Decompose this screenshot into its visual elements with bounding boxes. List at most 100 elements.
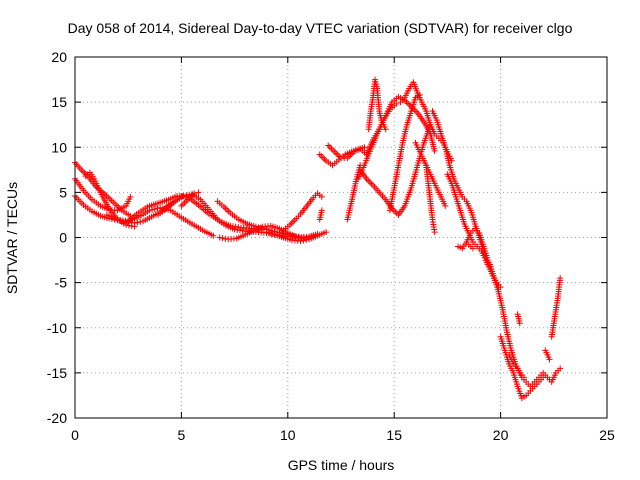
data-point: [268, 227, 275, 234]
data-point: [333, 150, 340, 157]
data-point: [288, 220, 295, 227]
data-point: [297, 238, 304, 245]
y-tick-label: 10: [51, 139, 67, 155]
data-point: [431, 147, 438, 154]
data-point: [361, 144, 368, 151]
data-point: [431, 229, 438, 236]
series-arc-27: [497, 333, 547, 402]
y-tick-label: 15: [51, 94, 67, 110]
data-point: [293, 233, 300, 240]
data-point: [195, 189, 202, 196]
data-point: [178, 202, 185, 209]
x-tick-label: 25: [599, 427, 615, 443]
data-point: [154, 205, 161, 212]
y-tick-label: -15: [47, 365, 67, 381]
data-point: [225, 208, 232, 215]
data-point: [318, 193, 325, 200]
data-point: [319, 154, 326, 161]
y-tick-label: -10: [47, 320, 67, 336]
data-point: [222, 205, 229, 212]
data-point: [442, 202, 449, 209]
series-arc-31: [548, 275, 564, 340]
x-tick-label: 10: [280, 427, 296, 443]
data-point: [131, 223, 138, 230]
data-point: [365, 177, 372, 184]
data-point: [325, 142, 332, 149]
data-point: [127, 193, 134, 200]
data-point: [368, 180, 375, 187]
series-arc-16: [355, 100, 400, 182]
data-point: [149, 206, 156, 213]
series-arc-17: [365, 76, 389, 133]
series-arc-22: [423, 162, 438, 236]
data-point: [393, 100, 400, 107]
data-point: [516, 320, 523, 327]
data-point: [224, 206, 231, 213]
data-point: [316, 151, 323, 158]
data-point: [191, 190, 198, 197]
data-point: [137, 218, 144, 225]
x-axis-label: GPS time / hours: [287, 457, 395, 473]
y-axis-label: SDTVAR / TECUs: [4, 181, 20, 295]
data-point: [290, 218, 297, 225]
data-point: [210, 232, 217, 239]
series-arc-21: [412, 139, 449, 209]
data-point: [216, 234, 223, 241]
data-point: [300, 237, 307, 244]
data-point: [326, 144, 333, 151]
data-point: [183, 198, 190, 205]
data-point: [219, 235, 226, 242]
series-arc-14: [325, 93, 438, 162]
chart-title: Day 058 of 2014, Sidereal Day-to-day VTE…: [67, 20, 573, 36]
data-point: [469, 245, 476, 252]
x-tick-label: 15: [386, 427, 402, 443]
y-tick-label: -5: [55, 275, 68, 291]
data-point: [331, 148, 338, 155]
data-points: [72, 76, 564, 402]
series-arc-08: [178, 189, 202, 209]
x-tick-label: 5: [178, 427, 186, 443]
data-point: [291, 217, 298, 224]
y-tick-label: 20: [51, 49, 67, 65]
series-arc-30: [542, 347, 553, 363]
data-point: [334, 151, 341, 158]
data-point: [336, 153, 343, 160]
grid-lines: [75, 57, 607, 418]
data-point: [557, 365, 564, 372]
data-point: [134, 219, 141, 226]
data-point: [330, 147, 337, 154]
data-point: [328, 145, 335, 152]
series-arc-19: [386, 91, 423, 214]
x-tick-label: 0: [71, 427, 79, 443]
series-arc-29: [514, 311, 523, 327]
series-arc-28: [506, 351, 564, 390]
series-arc-04: [82, 169, 138, 230]
data-point: [318, 207, 325, 214]
data-point: [366, 178, 373, 185]
data-point: [81, 169, 88, 176]
series-arc-02: [72, 175, 134, 214]
y-tick-label: 0: [59, 230, 67, 246]
data-point: [128, 223, 135, 230]
data-point: [222, 235, 229, 242]
axis-ticks: 0 5 10 15 20 25 -20 -15 -10 -5 0 5 10 15 20: [47, 49, 615, 443]
y-tick-label: -20: [47, 410, 67, 426]
data-point: [296, 234, 303, 241]
data-point: [405, 100, 412, 107]
data-point: [157, 204, 164, 211]
data-point: [303, 236, 310, 243]
series-arc-32: [316, 207, 325, 223]
data-point: [151, 206, 158, 213]
data-point: [181, 199, 188, 206]
data-point: [546, 356, 553, 363]
data-point: [79, 168, 86, 175]
data-point: [382, 126, 389, 133]
data-point: [179, 201, 186, 208]
data-point: [321, 156, 328, 163]
series-arc-12: [280, 190, 325, 234]
data-point: [183, 192, 190, 199]
data-point: [276, 229, 283, 236]
data-point: [323, 229, 330, 236]
y-tick-label: 5: [59, 184, 67, 200]
